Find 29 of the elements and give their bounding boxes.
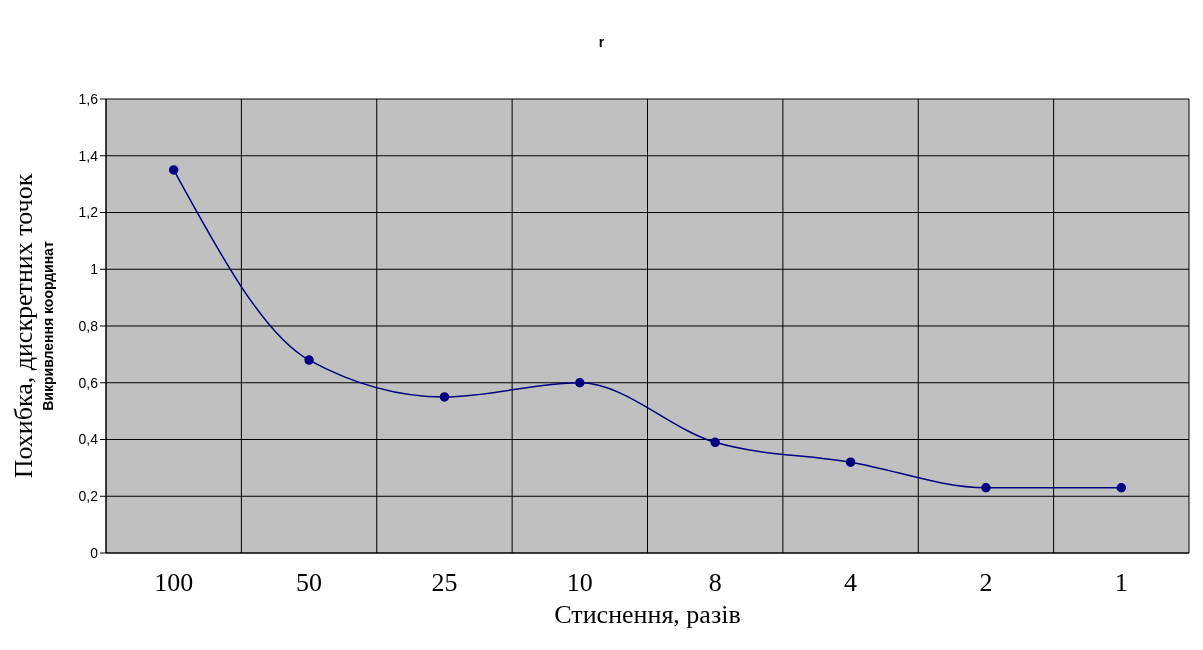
text: Викривлення координат xyxy=(40,241,56,411)
x-tick-label: 25 xyxy=(431,568,458,598)
x-tick-label: 10 xyxy=(566,568,593,598)
y-tick-label: 1 xyxy=(90,261,99,278)
chart-title: r xyxy=(597,34,606,50)
point xyxy=(981,482,991,493)
point xyxy=(439,392,450,402)
x-tick-label: 8 xyxy=(708,568,722,598)
x-tick-label: 50 xyxy=(296,568,323,598)
point xyxy=(710,437,720,448)
y-tick-label: 0,2 xyxy=(78,488,99,505)
x-tick-label: 4 xyxy=(844,568,858,598)
x-axis-title: Стиснення, разів xyxy=(553,600,742,630)
y-tick-label: 1,4 xyxy=(78,147,99,164)
x-tick-label: 100 xyxy=(154,568,194,598)
x-tick-label: 1 xyxy=(1114,568,1128,598)
y-tick-label: 0,8 xyxy=(78,317,99,334)
y-tick-label: 1,6 xyxy=(78,90,99,107)
point xyxy=(845,457,856,467)
point xyxy=(304,355,314,365)
y-tick-label: 0,6 xyxy=(78,374,99,391)
y-axis-title: Похибка, дискретних точок xyxy=(9,173,39,479)
x-tick-label: 2 xyxy=(979,568,993,598)
y-tick-label: 0,4 xyxy=(78,431,99,448)
point xyxy=(575,378,585,388)
point xyxy=(168,165,179,175)
y-tick-label: 1,2 xyxy=(78,204,99,221)
point xyxy=(1116,482,1127,493)
y-tick-label: 0 xyxy=(90,544,99,561)
